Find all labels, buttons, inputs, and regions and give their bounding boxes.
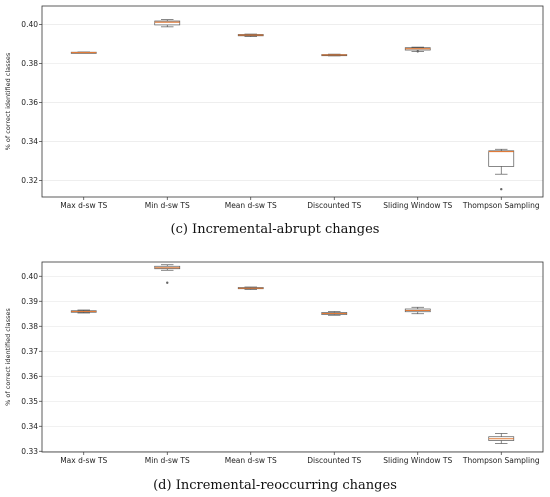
axes-frame [41, 261, 544, 453]
x-tick-label: Max d-sw TS [60, 201, 107, 210]
x-tick-label: Sliding Window TS [383, 201, 452, 210]
chart-panel-d: 0.33 0.34 0.35 0.36 0.37 0.38 0.39 0.40 % of cor… [4, 261, 544, 465]
x-tick-label: Mean d-sw TS [225, 201, 277, 210]
iqr-box [154, 20, 181, 26]
box-plot-5 [404, 46, 431, 53]
box-plot-4 [321, 53, 348, 57]
y-tick-label: 0.38 [21, 322, 38, 331]
box-plot-2 [154, 19, 181, 28]
x-tick-label: Thompson Sampling [462, 456, 540, 465]
box-plot-3 [237, 286, 264, 290]
x-tick-label: Sliding Window TS [383, 456, 452, 465]
box-plot-5 [404, 306, 431, 315]
x-tick-label: Discounted TS [307, 201, 361, 210]
y-tick-label: 0.34 [21, 137, 38, 146]
box-plot-1 [70, 309, 97, 314]
chart-panel-c: 0.32 0.34 0.36 0.38 0.40 % of correct identif… [4, 5, 544, 210]
y-axis-label: % of correct identified classes [4, 308, 12, 406]
outlier-point [166, 281, 169, 284]
box-plot-1 [70, 51, 97, 54]
y-tick-label: 0.40 [21, 20, 38, 29]
x-tick-label: Min d-sw TS [145, 456, 190, 465]
y-tick-label: 0.34 [21, 422, 38, 431]
y-tick-label: 0.38 [21, 59, 38, 68]
box-plot-6 [488, 148, 515, 191]
x-tick-label: Discounted TS [307, 456, 361, 465]
box-plot-3 [237, 33, 264, 37]
x-tick-label: Mean d-sw TS [225, 456, 277, 465]
box-plot-2 [154, 264, 181, 284]
y-tick-label: 0.36 [21, 98, 38, 107]
axes-frame [41, 5, 544, 198]
y-tick-label: 0.36 [21, 372, 38, 381]
iqr-box [488, 150, 515, 167]
x-tick-label: Min d-sw TS [145, 201, 190, 210]
caption-panel-c: (c) Incremental-abrupt changes [170, 222, 380, 237]
x-tick-label: Thompson Sampling [462, 201, 540, 210]
outlier-point [500, 188, 503, 191]
y-tick-label: 0.33 [21, 447, 38, 456]
y-tick-label: 0.35 [21, 397, 38, 406]
y-tick-label: 0.40 [21, 272, 38, 281]
caption-panel-d: (d) Incremental-reoccurring changes [153, 478, 397, 493]
y-tick-label: 0.32 [21, 176, 38, 185]
box-plot-6 [488, 433, 515, 444]
y-tick-label: 0.37 [21, 347, 38, 356]
y-tick-label: 0.39 [21, 297, 38, 306]
box-plot-4 [321, 311, 348, 316]
outlier-point [416, 50, 419, 53]
y-axis-label: % of correct identified classes [4, 52, 12, 150]
x-tick-label: Max d-sw TS [60, 456, 107, 465]
